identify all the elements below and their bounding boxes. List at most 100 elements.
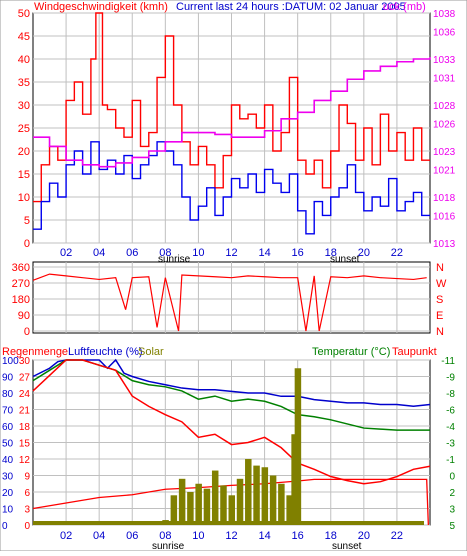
pressure-tick-label: 1033 bbox=[433, 55, 456, 66]
pressure-tick-label: 1013 bbox=[433, 239, 456, 250]
temperature-tick-label: -3 bbox=[446, 439, 455, 450]
hour-label-bottom: 04 bbox=[93, 530, 105, 542]
rain-tick-label: 27 bbox=[19, 373, 31, 384]
hour-label-top: 08 bbox=[159, 247, 171, 259]
pressure-tick-label: 1028 bbox=[433, 101, 456, 112]
chart-subtitle: Current last 24 hours :DATUM: 02 Januar … bbox=[176, 1, 406, 13]
solar-baseline bbox=[33, 521, 424, 525]
hour-label-bottom: 16 bbox=[292, 530, 304, 542]
wind-tick-label: 50 bbox=[18, 8, 30, 20]
temperature-tick-label: -9 bbox=[446, 373, 455, 384]
humidity-series bbox=[32, 358, 431, 407]
solar-bar bbox=[187, 492, 194, 525]
hour-label-top: 12 bbox=[225, 247, 237, 259]
rain-tick-label: 12 bbox=[19, 455, 31, 466]
solar-bar bbox=[278, 483, 285, 525]
hour-label-bottom: 10 bbox=[192, 530, 204, 542]
humidity-tick-label: 0 bbox=[2, 521, 8, 532]
temperature-tick-label: -6 bbox=[446, 406, 455, 417]
humidity-tick-label: 40 bbox=[2, 455, 14, 466]
direction-tick-label: 0 bbox=[24, 326, 30, 338]
direction-tick-label: 180 bbox=[12, 294, 30, 306]
humidity-tick-label: 80 bbox=[2, 389, 14, 400]
temperature-tick-label: 3 bbox=[449, 505, 455, 516]
rain-tick-label: 3 bbox=[24, 505, 30, 516]
rain-tick-label: 15 bbox=[19, 439, 31, 450]
pressure-tick-label: 1036 bbox=[433, 27, 456, 38]
hour-label-bottom: 02 bbox=[60, 530, 72, 542]
sunrise-label-top: sunrise bbox=[158, 254, 191, 265]
humidity-tick-label: 90 bbox=[2, 373, 14, 384]
hour-label-top: 06 bbox=[126, 247, 138, 259]
sunrise-label-bottom: sunrise bbox=[152, 541, 185, 551]
temperature-tick-label: 5 bbox=[449, 521, 455, 532]
hour-label-bottom: 14 bbox=[258, 530, 270, 542]
direction-tick-label: 90 bbox=[18, 310, 30, 322]
hour-label-bottom: 18 bbox=[325, 530, 337, 542]
wind-tick-label: 5 bbox=[24, 215, 30, 227]
wind-tick-label: 45 bbox=[18, 31, 30, 43]
wind-tick-label: 10 bbox=[18, 192, 30, 204]
rain-tick-label: 0 bbox=[24, 521, 30, 532]
wind-tick-label: 15 bbox=[18, 169, 30, 181]
humidity-tick-label: 20 bbox=[2, 488, 14, 499]
hour-label-bottom: 20 bbox=[358, 530, 370, 542]
humidity-tick-label: 70 bbox=[2, 406, 14, 417]
pressure-tick-label: 1016 bbox=[433, 211, 456, 222]
solar-bar bbox=[253, 465, 260, 525]
solar-bar bbox=[195, 483, 202, 525]
hour-label-bottom: 06 bbox=[126, 530, 138, 542]
temperature-tick-label: -11 bbox=[441, 356, 455, 367]
solar-bar bbox=[286, 495, 293, 525]
dewpoint-series bbox=[32, 359, 431, 485]
solar-bar bbox=[245, 459, 252, 525]
axis-labels: 0510152025303540455010131016101810211023… bbox=[2, 8, 456, 542]
solar-bar bbox=[261, 467, 269, 525]
solar-bar bbox=[291, 434, 298, 525]
compass-label: E bbox=[436, 310, 443, 322]
solar-bar bbox=[294, 368, 302, 525]
direction-tick-label: 360 bbox=[12, 262, 30, 274]
hour-label-top: 20 bbox=[358, 247, 370, 259]
wind-direction-series bbox=[32, 273, 427, 332]
pressure-tick-label: 1021 bbox=[433, 165, 456, 176]
hour-label-top: 18 bbox=[325, 247, 337, 259]
chart-marks bbox=[32, 12, 431, 526]
hour-label-top: 02 bbox=[60, 247, 72, 259]
solar-bar bbox=[211, 470, 219, 525]
compass-label: N bbox=[436, 262, 444, 274]
pressure-tick-label: 1026 bbox=[433, 119, 456, 130]
solar-bar bbox=[228, 495, 235, 525]
temperature-tick-label: -8 bbox=[446, 389, 455, 400]
compass-label: W bbox=[436, 278, 447, 290]
rain-tick-label: 6 bbox=[24, 488, 30, 499]
dewpoint-title: Taupunkt bbox=[392, 346, 437, 358]
solar-bar bbox=[178, 478, 186, 525]
compass-label: S bbox=[436, 294, 443, 306]
temperature-tick-label: 0 bbox=[449, 472, 455, 483]
pressure-tick-label: 1031 bbox=[433, 73, 456, 84]
hour-label-bottom: 08 bbox=[159, 530, 171, 542]
humidity-tick-label: 60 bbox=[2, 422, 14, 433]
wind-tick-label: 20 bbox=[18, 146, 30, 158]
wind-tick-label: 40 bbox=[18, 54, 30, 66]
wind-tick-label: 25 bbox=[18, 123, 30, 135]
hour-label-top: 04 bbox=[93, 247, 105, 259]
solar-bar bbox=[269, 475, 277, 525]
rain-tick-label: 24 bbox=[19, 389, 31, 400]
hour-label-top: 14 bbox=[258, 247, 270, 259]
hour-label-bottom: 22 bbox=[391, 530, 403, 542]
pressure-series bbox=[33, 57, 431, 168]
humidity-tick-label: 100 bbox=[2, 356, 19, 367]
sunset-label-bottom: sunset bbox=[332, 541, 362, 551]
hour-label-top: 10 bbox=[192, 247, 204, 259]
rain-tick-label: 21 bbox=[19, 406, 31, 417]
pressure-tick-label: 1018 bbox=[433, 193, 456, 204]
pressure-tick-label: 1038 bbox=[433, 9, 456, 20]
temperature-title: Temperatur (°C) bbox=[312, 346, 390, 358]
compass-label: N bbox=[436, 326, 444, 338]
wind-title: Windgeschwindigkeit (kmh) bbox=[34, 1, 168, 13]
hour-label-bottom: 12 bbox=[225, 530, 237, 542]
